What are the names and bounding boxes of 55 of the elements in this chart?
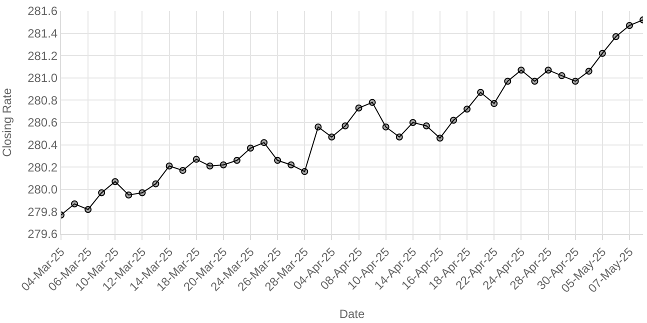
point (436, 134, 444, 142)
point (598, 50, 606, 57)
point (220, 161, 227, 168)
point (71, 200, 78, 208)
y-axis-title: Closing Rate (0, 88, 14, 157)
point (233, 156, 240, 164)
point (572, 78, 579, 85)
y-tick-label: 281.6 (28, 4, 58, 18)
point (138, 189, 146, 196)
point (477, 88, 484, 96)
point (504, 78, 512, 85)
point (396, 133, 403, 140)
point (112, 178, 119, 186)
point (585, 68, 592, 75)
point (125, 191, 132, 198)
x-axis-title: Date (339, 307, 365, 322)
point (422, 122, 430, 130)
point (490, 100, 498, 108)
point (450, 116, 458, 124)
point (612, 33, 620, 40)
point (464, 106, 471, 113)
point (328, 133, 336, 140)
point (342, 122, 349, 130)
point (192, 156, 200, 163)
point (518, 66, 525, 74)
y-tick-label: 281.2 (28, 48, 58, 63)
point (166, 162, 173, 170)
point (301, 168, 308, 176)
point (531, 78, 538, 85)
point (98, 189, 106, 196)
y-tick-label: 279.6 (28, 227, 58, 242)
y-tick-label: 280.2 (28, 160, 58, 174)
point (355, 104, 362, 112)
point (409, 119, 416, 126)
point (382, 123, 390, 130)
y-tick-label: 281.0 (28, 71, 58, 86)
point (626, 22, 633, 29)
y-tick-label: 281.4 (28, 26, 58, 40)
y-tick-label: 280.0 (28, 182, 58, 197)
y-tick-label: 280.6 (28, 116, 58, 130)
y-tick-label: 279.8 (28, 204, 58, 219)
point (544, 66, 552, 74)
point (314, 123, 322, 130)
point (179, 166, 186, 174)
point (288, 161, 295, 168)
point (368, 98, 376, 106)
point (246, 144, 254, 152)
point (558, 72, 566, 80)
point (260, 139, 268, 146)
y-tick-label: 280.4 (28, 138, 58, 152)
point (206, 162, 214, 170)
point (152, 180, 160, 188)
point (84, 206, 92, 213)
point (274, 156, 282, 164)
y-tick-label: 280.8 (28, 93, 58, 108)
